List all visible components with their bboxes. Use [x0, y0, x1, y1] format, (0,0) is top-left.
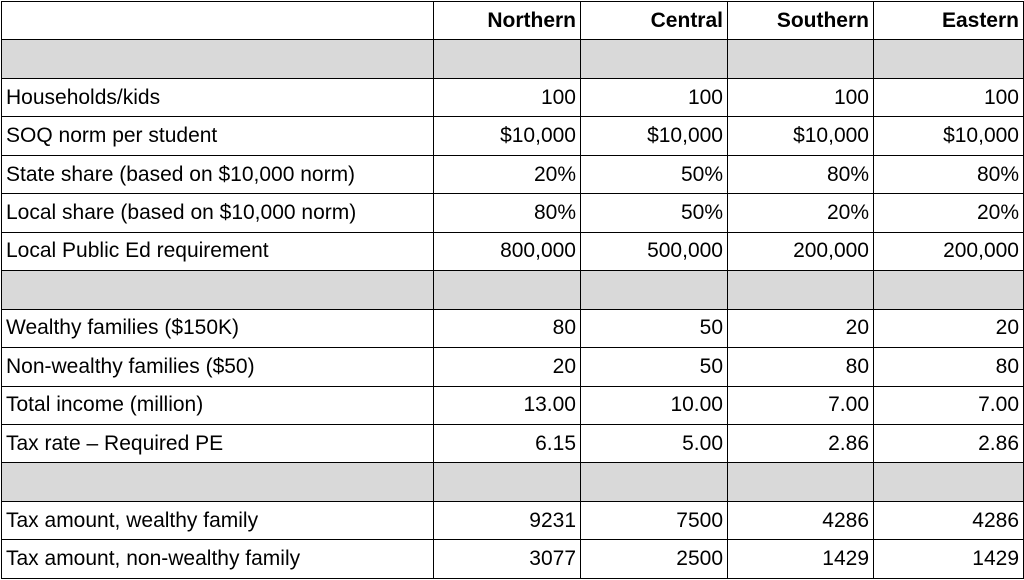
cell: 6.15 [433, 423, 581, 464]
separator-cell [1, 270, 434, 310]
cell: 80 [433, 308, 581, 349]
cell: 200,000 [727, 231, 874, 272]
row-label: Tax rate – Required PE [1, 423, 434, 464]
cell: 20 [727, 308, 874, 349]
cell: 80 [727, 347, 874, 387]
data-row: Non-wealthy families ($50) 20 50 80 80 [1, 347, 1024, 387]
separator-row [1, 270, 1024, 310]
row-label: Tax amount, non-wealthy family [1, 539, 434, 579]
cell: 20% [873, 193, 1024, 233]
row-label: State share (based on $10,000 norm) [1, 154, 434, 195]
cell: 2500 [580, 539, 728, 579]
cell: 10.00 [580, 385, 728, 425]
cell: 5.00 [580, 423, 728, 464]
cell: 7.00 [727, 385, 874, 425]
column-header: Central [580, 0, 728, 41]
cell: 1429 [727, 539, 874, 579]
cell: 80% [873, 154, 1024, 195]
cell: 80% [433, 193, 581, 233]
separator-cell [433, 39, 581, 79]
cell: 1429 [873, 539, 1024, 579]
data-row: Local share (based on $10,000 norm) 80% 50… [1, 193, 1024, 233]
cell: 100 [433, 77, 581, 118]
separator-cell [727, 270, 874, 310]
column-header: Southern [727, 0, 874, 41]
cell: 4286 [727, 500, 874, 541]
separator-cell [727, 39, 874, 79]
data-row: Households/kids 100 100 100 100 [1, 77, 1024, 118]
row-label: Non-wealthy families ($50) [1, 347, 434, 387]
separator-cell [433, 462, 581, 502]
row-label: Tax amount, wealthy family [1, 500, 434, 541]
separator-cell [1, 39, 434, 79]
row-label: Wealthy families ($150K) [1, 308, 434, 349]
cell: 100 [873, 77, 1024, 118]
cell: 20 [433, 347, 581, 387]
separator-cell [727, 462, 874, 502]
cell: 4286 [873, 500, 1024, 541]
separator-cell [580, 39, 728, 79]
cell: $10,000 [727, 116, 874, 156]
header-row: Northern Central Southern Eastern [1, 0, 1024, 41]
cell: 3077 [433, 539, 581, 579]
cell: 7.00 [873, 385, 1024, 425]
corner-cell [1, 0, 434, 41]
row-label: Total income (million) [1, 385, 434, 425]
data-row: Tax rate – Required PE 6.15 5.00 2.86 2.86 [1, 423, 1024, 464]
cell: 2.86 [727, 423, 874, 464]
data-row: Local Public Ed requirement 800,000 500,00… [1, 231, 1024, 272]
cell: 800,000 [433, 231, 581, 272]
cell: 500,000 [580, 231, 728, 272]
cell: 200,000 [873, 231, 1024, 272]
cell: 13.00 [433, 385, 581, 425]
data-row: State share (based on $10,000 norm) 20% 50… [1, 154, 1024, 195]
data-row: Tax amount, wealthy family 9231 7500 4286 42… [1, 500, 1024, 541]
separator-cell [580, 270, 728, 310]
cell: 20% [727, 193, 874, 233]
cell: $10,000 [433, 116, 581, 156]
cell: 80 [873, 347, 1024, 387]
row-label: Local share (based on $10,000 norm) [1, 193, 434, 233]
data-row: Tax amount, non-wealthy family 3077 2500 14… [1, 539, 1024, 579]
separator-row [1, 39, 1024, 79]
separator-cell [433, 270, 581, 310]
data-row: Wealthy families ($150K) 80 50 20 20 [1, 308, 1024, 349]
cell: 50 [580, 347, 728, 387]
separator-cell [1, 462, 434, 502]
cell: 9231 [433, 500, 581, 541]
cell: $10,000 [873, 116, 1024, 156]
cell: 100 [727, 77, 874, 118]
column-header: Eastern [873, 0, 1024, 41]
separator-cell [873, 462, 1024, 502]
cell: 80% [727, 154, 874, 195]
cell: $10,000 [580, 116, 728, 156]
cell: 20% [433, 154, 581, 195]
row-label: SOQ norm per student [1, 116, 434, 156]
cell: 7500 [580, 500, 728, 541]
row-label: Households/kids [1, 77, 434, 118]
data-row: Total income (million) 13.00 10.00 7.00 7.00 [1, 385, 1024, 425]
cell: 100 [580, 77, 728, 118]
data-row: SOQ norm per student $10,000 $10,000 $10,00… [1, 116, 1024, 156]
cell: 50 [580, 308, 728, 349]
cell: 50% [580, 193, 728, 233]
cell: 20 [873, 308, 1024, 349]
row-label: Local Public Ed requirement [1, 231, 434, 272]
cell: 50% [580, 154, 728, 195]
cell: 2.86 [873, 423, 1024, 464]
column-header: Northern [433, 0, 581, 41]
separator-row [1, 462, 1024, 502]
separator-cell [873, 39, 1024, 79]
separator-cell [873, 270, 1024, 310]
separator-cell [580, 462, 728, 502]
